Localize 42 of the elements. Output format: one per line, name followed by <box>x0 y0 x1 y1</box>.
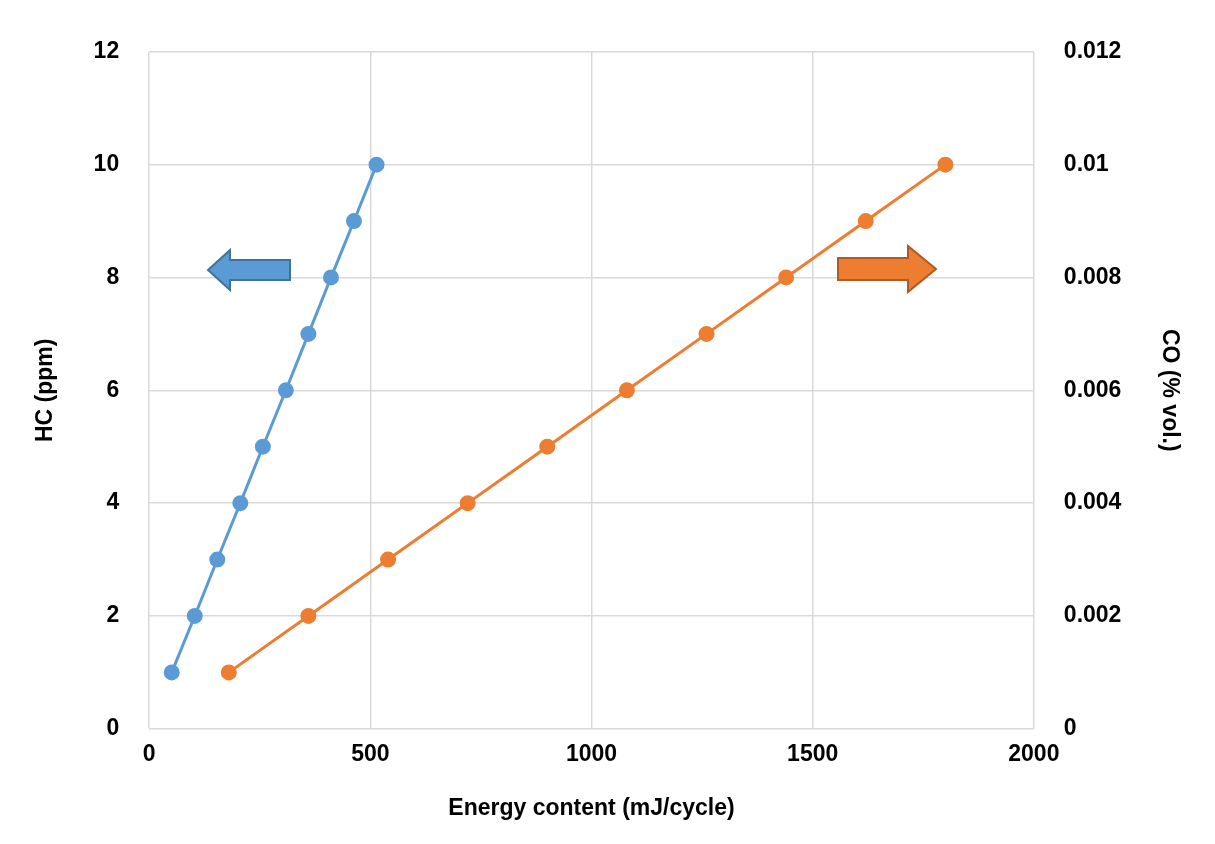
point <box>539 438 556 455</box>
y2-axis-title: CO (% vol.) <box>1157 328 1184 452</box>
y-tick-label: 10 <box>93 149 120 176</box>
y2-tick-label: 0.012 <box>1063 37 1122 64</box>
point <box>368 156 385 173</box>
point <box>345 213 362 230</box>
y2-tick-label: 0.006 <box>1063 375 1122 402</box>
point <box>186 607 203 624</box>
point <box>618 382 635 399</box>
x-axis-title: Energy content (mJ/cycle) <box>448 793 735 820</box>
y2-tick-label: 0.008 <box>1063 262 1122 289</box>
point <box>698 325 715 342</box>
point <box>322 269 339 286</box>
x-tick-label: 1500 <box>787 739 839 766</box>
point <box>277 382 294 399</box>
y-tick-label: 4 <box>106 488 120 515</box>
y-tick-label: 0 <box>106 714 120 741</box>
x-tick-label: 2000 <box>1008 739 1060 766</box>
y-tick-label: 6 <box>106 375 120 402</box>
point <box>163 664 180 681</box>
y-tick-label: 2 <box>106 601 120 628</box>
point <box>937 156 954 173</box>
x-tick-label: 0 <box>142 739 156 766</box>
point <box>209 551 226 568</box>
y2-tick-label: 0 <box>1063 714 1077 741</box>
y2-tick-label: 0.002 <box>1063 601 1122 628</box>
y-tick-label: 12 <box>93 37 120 64</box>
point <box>380 551 397 568</box>
point <box>220 664 237 681</box>
point <box>778 269 795 286</box>
point <box>459 495 476 512</box>
y-tick-label: 8 <box>106 262 120 289</box>
point <box>232 495 249 512</box>
y2-tick-label: 0.01 <box>1063 149 1109 176</box>
point <box>300 607 317 624</box>
point <box>857 213 874 230</box>
x-tick-label: 1000 <box>565 739 618 766</box>
point <box>254 438 271 455</box>
y2-tick-label: 0.004 <box>1063 488 1122 515</box>
x-tick-label: 500 <box>351 739 390 766</box>
point <box>300 325 317 342</box>
y-axis-title: HC (ppm) <box>31 338 58 443</box>
